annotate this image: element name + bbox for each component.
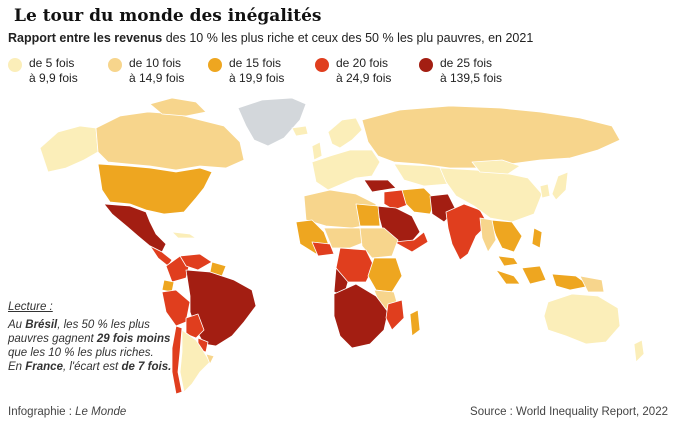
credit-prefix: Infographie : — [8, 406, 76, 418]
east-africa — [367, 257, 403, 293]
legend-label: de 25 fois à 139,5 fois — [440, 56, 502, 86]
reading-note: Lecture : Au Brésil, les 50 % les plus p… — [8, 300, 178, 374]
bolivia — [185, 313, 205, 339]
chile — [171, 325, 183, 395]
subtitle-bold: Rapport entre les revenus — [8, 31, 163, 45]
legend-label-line1: de 5 fois — [29, 56, 75, 70]
legend-swatch — [108, 58, 122, 72]
egypt — [355, 203, 381, 227]
japan — [551, 171, 569, 201]
canada — [95, 111, 245, 171]
venezuela — [179, 253, 213, 271]
australia — [543, 293, 621, 345]
legend-label-line2: à 19,9 fois — [229, 71, 285, 85]
new-zealand — [633, 339, 645, 363]
reading-note-text: , les 50 % les plus pauvres gagnent — [8, 319, 150, 345]
scandinavia — [327, 117, 363, 149]
alaska — [39, 125, 99, 173]
iceland — [291, 125, 309, 137]
indonesia-3 — [551, 273, 591, 291]
legend-label-line1: de 25 fois — [440, 56, 493, 70]
malaysia — [497, 255, 519, 267]
legend-label-line1: de 20 fois — [336, 56, 389, 70]
turkey — [363, 179, 397, 193]
arctic-islands — [149, 97, 207, 117]
credit: Infographie : Le Monde — [8, 406, 126, 418]
brazil — [185, 269, 257, 347]
legend-item-5-9: de 5 fois à 9,9 fois — [8, 56, 78, 86]
uk — [311, 141, 323, 161]
legend-swatch — [315, 58, 329, 72]
legend-label-line2: à 24,9 fois — [336, 71, 392, 85]
legend-item-25-plus: de 25 fois à 139,5 fois — [419, 56, 502, 86]
indonesia-1 — [495, 269, 521, 285]
mexico — [103, 203, 167, 253]
greenland — [237, 97, 307, 147]
legend-swatch — [419, 58, 433, 72]
reading-note-france: En France, l'écart est de 7 fois. — [8, 360, 178, 374]
reading-note-country: France — [25, 361, 63, 373]
legend-label-line2: à 9,9 fois — [29, 71, 78, 85]
legend-label: de 20 fois à 24,9 fois — [336, 56, 391, 86]
europe — [311, 149, 381, 191]
legend-item-15-19: de 15 fois à 19,9 fois — [208, 56, 284, 86]
legend-label: de 15 fois à 19,9 fois — [229, 56, 284, 86]
legend-swatch — [8, 58, 22, 72]
reading-note-text: Au — [8, 319, 26, 331]
philippines — [531, 227, 543, 249]
southern-africa — [333, 283, 389, 349]
usa — [97, 163, 213, 215]
reading-note-emphasis: de 7 fois. — [121, 361, 172, 373]
legend-item-10-14: de 10 fois à 14,9 fois — [108, 56, 184, 86]
page-title: Le tour du monde des inégalités — [14, 6, 322, 26]
legend-label-line2: à 14,9 fois — [129, 71, 185, 85]
legend-label: de 10 fois à 14,9 fois — [129, 56, 184, 86]
korea — [539, 183, 551, 199]
png — [579, 275, 605, 293]
uruguay — [205, 353, 215, 365]
legend: de 5 fois à 9,9 fois de 10 fois à 14,9 f… — [8, 56, 528, 92]
west-africa-south — [311, 241, 335, 257]
reading-note-heading: Lecture : — [8, 301, 53, 313]
reading-note-text: En — [8, 361, 26, 373]
reading-note-country: Brésil — [25, 319, 58, 331]
madagascar — [409, 309, 421, 337]
legend-swatch — [208, 58, 222, 72]
legend-label-line1: de 15 fois — [229, 56, 282, 70]
sahel — [323, 227, 371, 249]
reading-note-text: , l'écart est — [62, 361, 122, 373]
argentina — [179, 329, 211, 393]
russia — [361, 105, 621, 169]
reading-note-emphasis: 29 fois moins — [96, 333, 171, 345]
reading-note-brazil: Au Brésil, les 50 % les plus pauvres gag… — [8, 318, 178, 360]
india — [445, 203, 489, 261]
reading-note-text: que les 10 % les plus riches. — [8, 347, 154, 359]
legend-label-line2: à 139,5 fois — [440, 71, 503, 85]
legend-item-20-24: de 20 fois à 24,9 fois — [315, 56, 391, 86]
sudan-ethiopia — [359, 227, 399, 259]
legend-label-line1: de 10 fois — [129, 56, 182, 70]
source-note: Source : World Inequality Report, 2022 — [470, 406, 668, 418]
mongolia — [471, 159, 521, 175]
credit-source: Le Monde — [75, 406, 127, 418]
mozambique — [385, 299, 405, 331]
indonesia-2 — [521, 265, 547, 285]
world-map — [39, 97, 645, 395]
thailand-myanmar — [479, 217, 497, 253]
subtitle: Rapport entre les revenus des 10 % les p… — [8, 31, 533, 45]
yemen-oman — [393, 231, 429, 253]
cuba — [171, 231, 197, 239]
legend-label: de 5 fois à 9,9 fois — [29, 56, 78, 86]
subtitle-rest: des 10 % les plus riche et ceux des 50 %… — [162, 31, 534, 45]
iran — [401, 187, 437, 215]
southeast-asia — [489, 219, 523, 253]
